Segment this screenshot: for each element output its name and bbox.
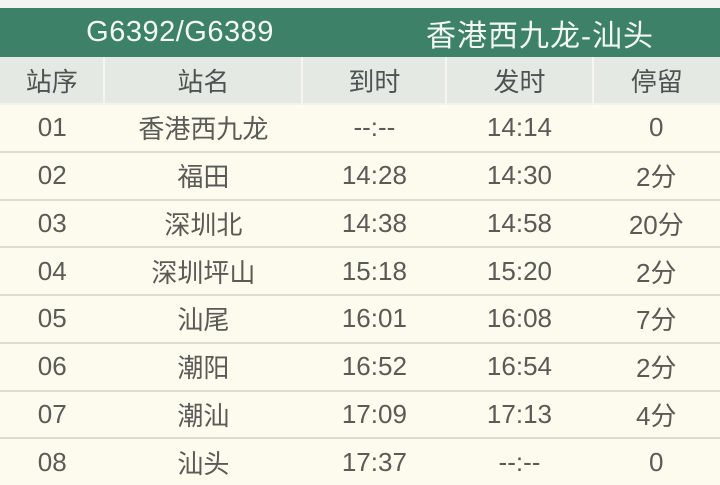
column-header-seq: 站序 <box>0 57 105 104</box>
table-row: 06 潮阳 16:52 16:54 2分 <box>0 342 720 391</box>
table-row: 04 深圳坪山 15:18 15:20 2分 <box>0 247 720 295</box>
cell-station: 潮阳 <box>104 342 303 391</box>
cell-arrive: --:-- <box>302 104 447 152</box>
cell-station: 福田 <box>104 151 303 200</box>
cell-stop: 0 <box>592 438 720 485</box>
cell-depart: 15:20 <box>446 247 593 295</box>
table-row: 01 香港西九龙 --:-- 14:14 0 <box>0 104 720 152</box>
timetable: 站序 站名 到时 发时 停留 01 香港西九龙 --:-- 14:14 0 02… <box>0 57 720 485</box>
cell-stop: 2分 <box>592 151 720 200</box>
column-header-station: 站名 <box>103 57 303 104</box>
cell-depart: 16:54 <box>446 342 593 391</box>
cell-depart: 14:30 <box>446 151 593 200</box>
route-title: 香港西九龙-汕头 <box>426 19 654 53</box>
cell-seq: 06 <box>0 342 105 391</box>
cell-stop: 7分 <box>592 295 720 343</box>
cell-depart: 14:58 <box>446 199 593 248</box>
cell-station: 汕尾 <box>104 295 303 343</box>
cell-arrive: 17:37 <box>302 438 447 485</box>
cell-seq: 03 <box>0 199 105 248</box>
cell-seq: 08 <box>0 438 105 485</box>
cell-seq: 05 <box>0 295 105 343</box>
cell-depart: --:-- <box>446 438 593 485</box>
timetable-header: 站序 站名 到时 发时 停留 <box>0 57 720 104</box>
column-header-depart: 发时 <box>445 57 593 104</box>
cell-seq: 07 <box>0 390 105 439</box>
column-header-arrive: 到时 <box>301 57 447 104</box>
table-row: 07 潮汕 17:09 17:13 4分 <box>0 390 720 439</box>
timetable-body: 01 香港西九龙 --:-- 14:14 0 02 福田 14:28 14:30… <box>0 104 720 485</box>
cell-station: 深圳北 <box>104 199 303 248</box>
top-strip <box>0 0 720 8</box>
cell-seq: 01 <box>0 104 105 152</box>
cell-station: 汕头 <box>104 438 303 485</box>
header-row: 站序 站名 到时 发时 停留 <box>0 57 720 104</box>
cell-stop: 0 <box>592 104 720 152</box>
cell-arrive: 14:28 <box>302 151 447 200</box>
table-row: 02 福田 14:28 14:30 2分 <box>0 151 720 200</box>
cell-stop: 4分 <box>592 390 720 439</box>
cell-stop: 2分 <box>592 342 720 391</box>
cell-seq: 02 <box>0 151 105 200</box>
cell-station: 香港西九龙 <box>104 104 303 152</box>
cell-depart: 17:13 <box>446 390 593 439</box>
cell-arrive: 17:09 <box>302 390 447 439</box>
table-row: 05 汕尾 16:01 16:08 7分 <box>0 295 720 343</box>
cell-arrive: 14:38 <box>302 199 447 248</box>
route-title-container: 香港西九龙-汕头 <box>360 11 720 55</box>
cell-arrive: 16:01 <box>302 295 447 343</box>
cell-station: 潮汕 <box>104 390 303 439</box>
cell-depart: 16:08 <box>446 295 593 343</box>
table-row: 08 汕头 17:37 --:-- 0 <box>0 438 720 485</box>
cell-station: 深圳坪山 <box>104 247 303 295</box>
cell-depart: 14:14 <box>446 104 593 152</box>
train-number: G6392/G6389 <box>86 16 274 48</box>
column-header-stop: 停留 <box>591 57 720 104</box>
train-banner: G6392/G6389 香港西九龙-汕头 <box>0 8 720 57</box>
cell-arrive: 15:18 <box>302 247 447 295</box>
cell-arrive: 16:52 <box>302 342 447 391</box>
cell-stop: 2分 <box>592 247 720 295</box>
train-number-container: G6392/G6389 <box>0 16 360 49</box>
cell-stop: 20分 <box>592 199 720 248</box>
cell-seq: 04 <box>0 247 105 295</box>
table-row: 03 深圳北 14:38 14:58 20分 <box>0 199 720 248</box>
